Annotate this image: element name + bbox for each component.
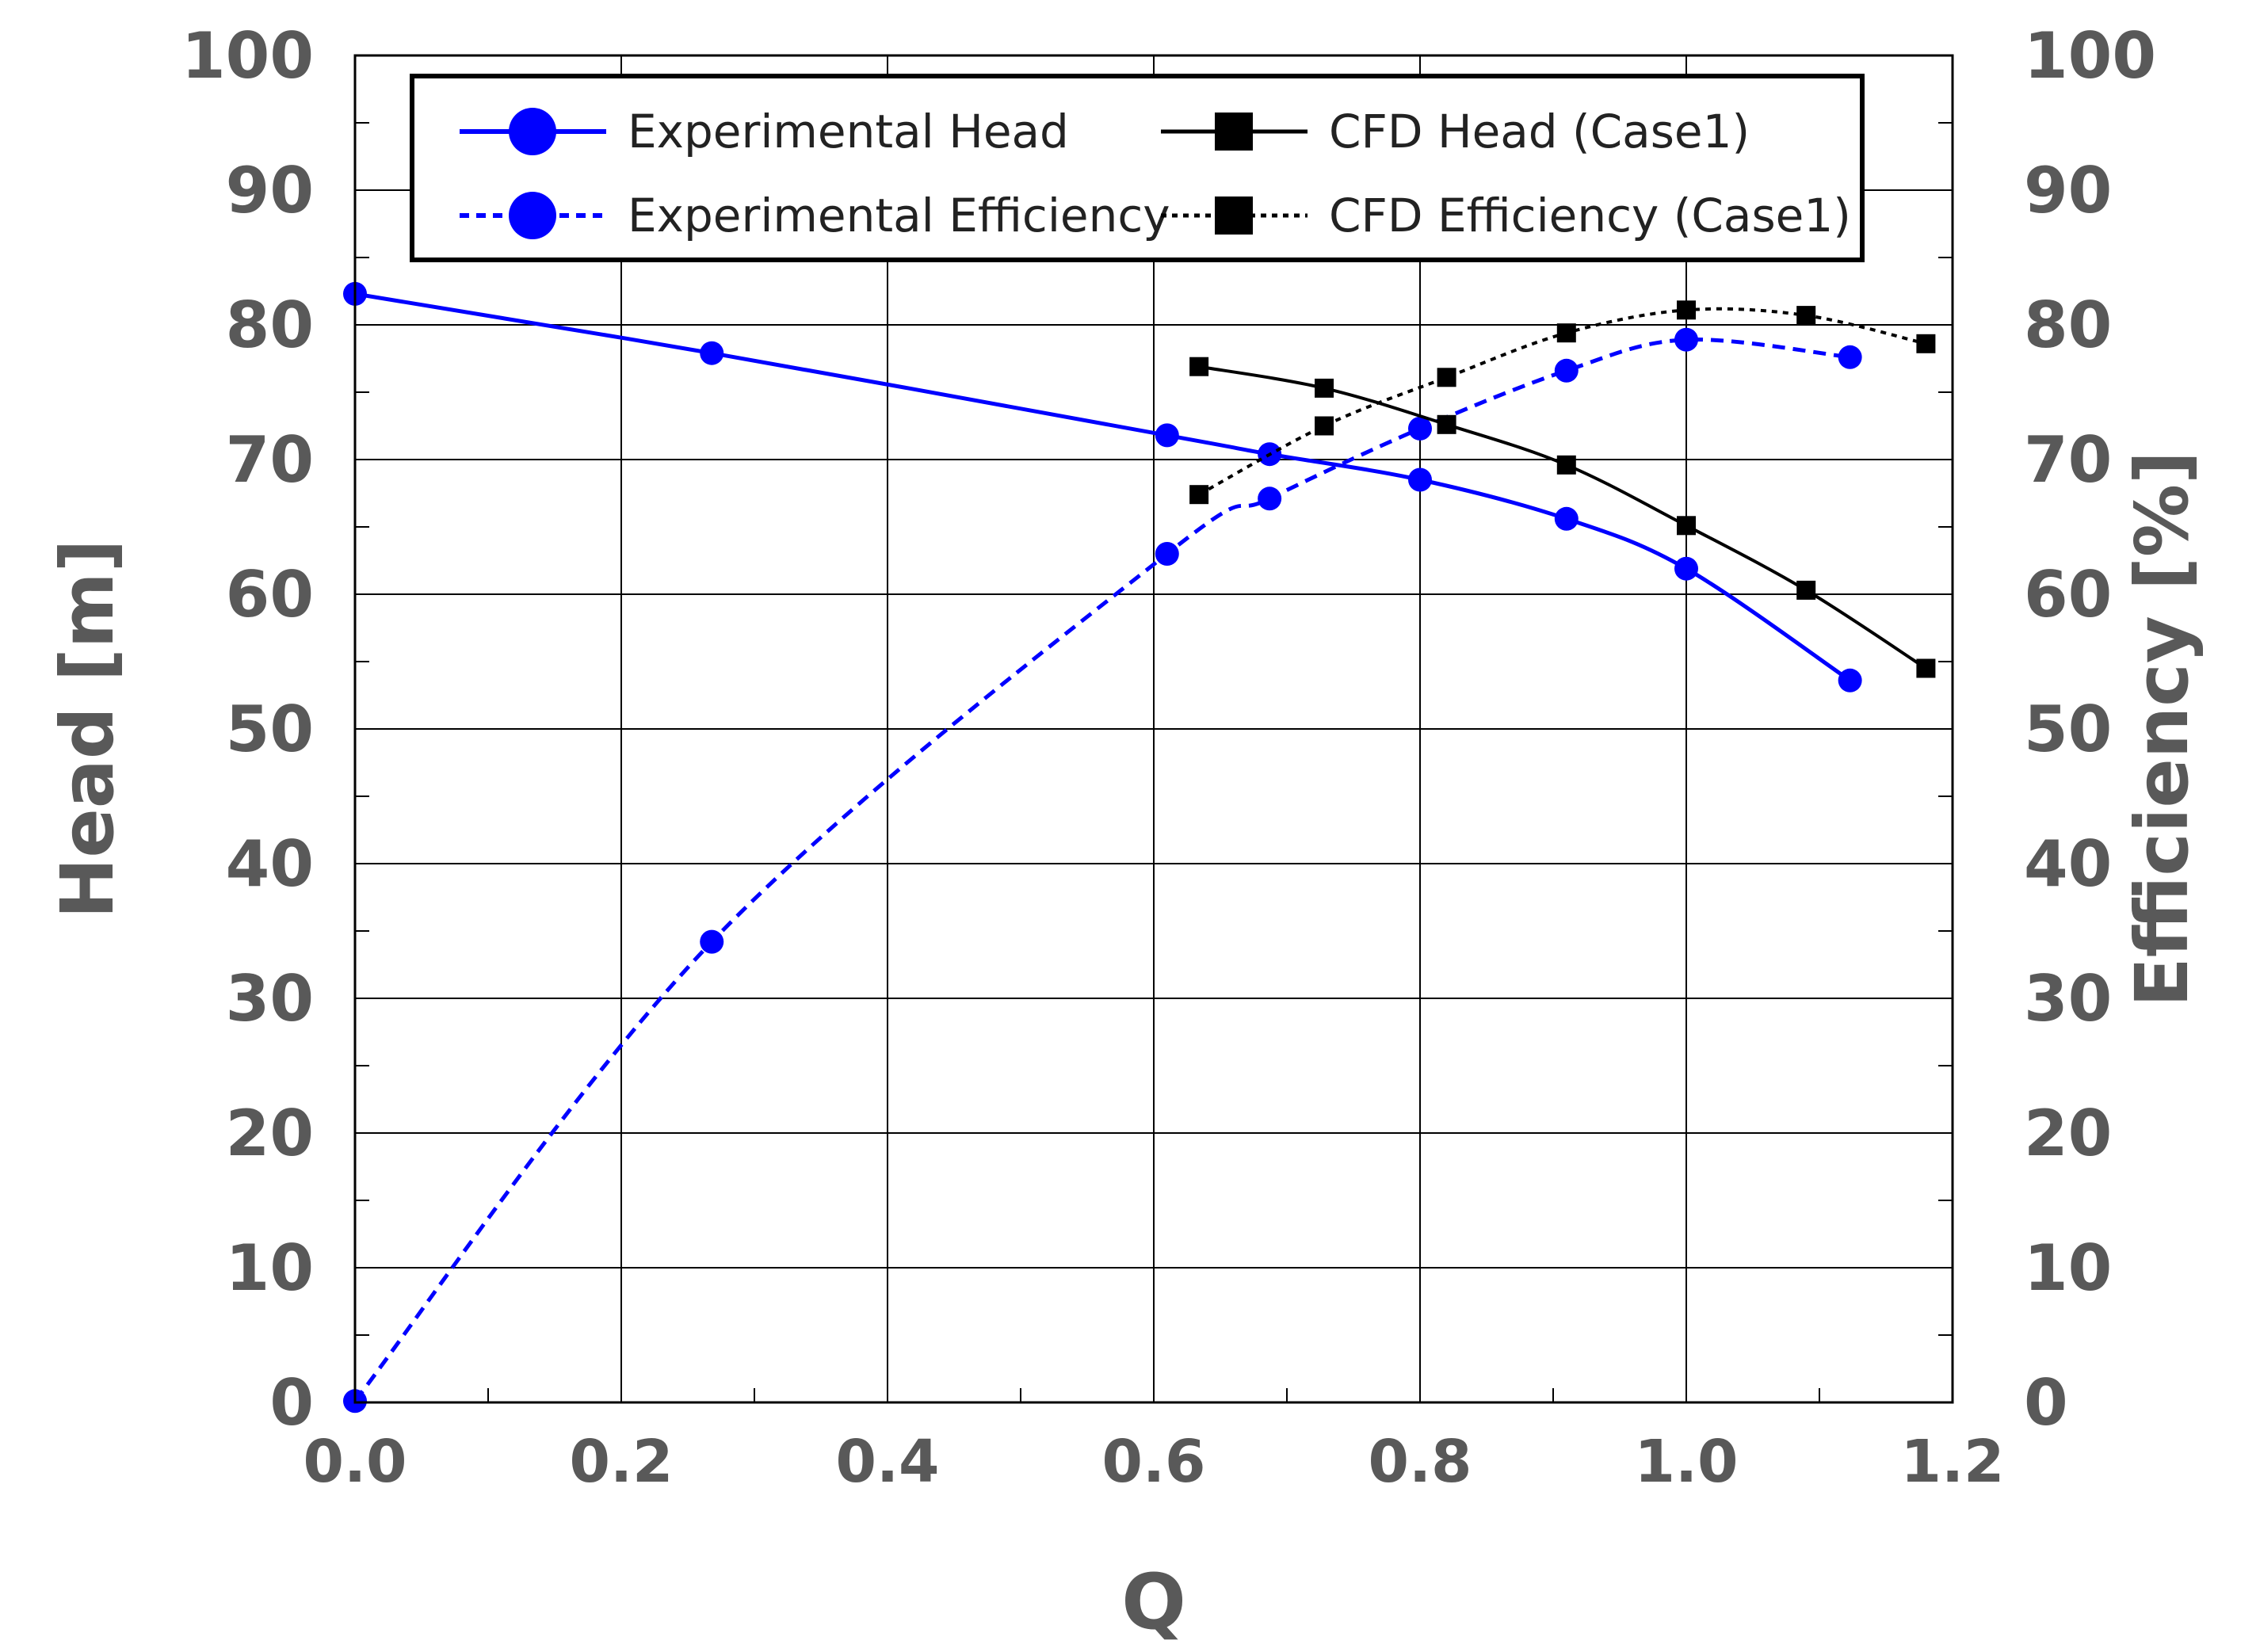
series-experimental-efficiency xyxy=(343,327,1862,1414)
series-experimental-head xyxy=(343,281,1862,692)
y-right-tick-label: 90 xyxy=(2024,154,2112,227)
y-right-tick-label: 10 xyxy=(2024,1231,2112,1305)
data-point xyxy=(1408,467,1432,492)
y-left-tick-label: 40 xyxy=(226,827,314,901)
minor-ticks xyxy=(355,122,1953,1402)
plot-frame xyxy=(353,54,1954,1404)
data-point xyxy=(1556,323,1576,343)
data-point xyxy=(700,929,724,954)
y-left-tick-label: 90 xyxy=(226,154,314,227)
data-point xyxy=(1437,414,1456,434)
legend-label: CFD Head (Case1) xyxy=(1329,105,1750,158)
x-axis-title: Q xyxy=(1121,1558,1186,1646)
data-point xyxy=(1796,306,1816,326)
series-layer xyxy=(343,281,1936,1414)
data-point xyxy=(1315,378,1334,398)
legend-item-experimental-efficiency: Experimental Efficiency xyxy=(460,189,1170,242)
y-left-tick-label: 80 xyxy=(226,288,314,362)
data-point xyxy=(1674,556,1698,581)
data-point xyxy=(1554,506,1579,531)
x-tick-label: 0.4 xyxy=(835,1428,939,1496)
legend-item-experimental-head: Experimental Head xyxy=(460,105,1069,158)
y-right-tick-label: 100 xyxy=(2024,19,2156,93)
data-point xyxy=(1189,357,1209,376)
tick-labels: 0.0 0.2 0.4 0.6 0.8 1.0 1.2 0 10 20 30 40 50 60 70 80 90… xyxy=(181,19,2156,1496)
data-point xyxy=(1916,658,1936,678)
y-left-tick-label: 0 xyxy=(269,1366,314,1440)
y-left-tick-label: 60 xyxy=(226,558,314,631)
y-left-tick-label: 10 xyxy=(226,1231,314,1305)
legend-label: Experimental Head xyxy=(628,105,1069,158)
data-point xyxy=(1674,327,1698,352)
x-tick-label: 1.0 xyxy=(1634,1428,1738,1496)
legend-label: Experimental Efficiency xyxy=(628,189,1170,242)
data-point xyxy=(1677,300,1696,320)
data-point xyxy=(1556,455,1576,475)
y-axis-left-title: Head [m] xyxy=(45,539,130,918)
legend-marker xyxy=(509,108,556,155)
x-tick-label: 0.6 xyxy=(1101,1428,1205,1496)
x-tick-label: 0.2 xyxy=(569,1428,673,1496)
y-right-tick-label: 50 xyxy=(2024,692,2112,766)
y-right-tick-label: 20 xyxy=(2024,1097,2112,1170)
data-point xyxy=(1155,542,1179,566)
legend-item-cfd-head-case1: CFD Head (Case1) xyxy=(1161,105,1750,158)
x-tick-label: 0.8 xyxy=(1368,1428,1472,1496)
y-right-tick-label: 0 xyxy=(2024,1366,2068,1440)
y-right-tick-label: 70 xyxy=(2024,423,2112,497)
legend-item-cfd-efficiency-case1: CFD Efficiency (Case1) xyxy=(1161,189,1851,242)
x-tick-label: 0.0 xyxy=(303,1428,407,1496)
y-right-tick-label: 80 xyxy=(2024,288,2112,362)
y-left-tick-label: 20 xyxy=(226,1097,314,1170)
data-point xyxy=(1189,485,1209,505)
data-point xyxy=(1838,668,1862,692)
y-right-tick-label: 40 xyxy=(2024,827,2112,901)
data-point xyxy=(1408,416,1432,441)
y-right-tick-label: 30 xyxy=(2024,962,2112,1036)
data-point xyxy=(1677,516,1696,536)
data-point xyxy=(1554,358,1579,383)
x-tick-label: 1.2 xyxy=(1900,1428,2004,1496)
legend-marker xyxy=(1215,113,1253,151)
y-left-tick-label: 30 xyxy=(226,962,314,1036)
legend-marker xyxy=(1215,196,1253,235)
data-point xyxy=(1796,580,1816,600)
y-left-tick-label: 100 xyxy=(181,19,314,93)
legend-marker xyxy=(509,192,556,239)
data-point xyxy=(1916,334,1936,353)
data-point xyxy=(700,341,724,365)
series-cfd-head-case1 xyxy=(1189,357,1936,678)
data-point xyxy=(1315,416,1334,436)
y-left-tick-label: 70 xyxy=(226,423,314,497)
legend-label: CFD Efficiency (Case1) xyxy=(1329,189,1851,242)
data-point xyxy=(1155,423,1179,448)
data-point xyxy=(1838,345,1862,369)
y-right-tick-label: 60 xyxy=(2024,558,2112,631)
y-left-tick-label: 50 xyxy=(226,692,314,766)
y-axis-right-title: Efficiency [%] xyxy=(2120,451,2205,1007)
data-point xyxy=(1437,368,1456,387)
series-cfd-efficiency-case1 xyxy=(1189,300,1936,505)
legend-box xyxy=(410,74,1865,262)
legend: Experimental Head Experimental Efficiency… xyxy=(410,74,1865,262)
data-point xyxy=(1258,486,1282,511)
